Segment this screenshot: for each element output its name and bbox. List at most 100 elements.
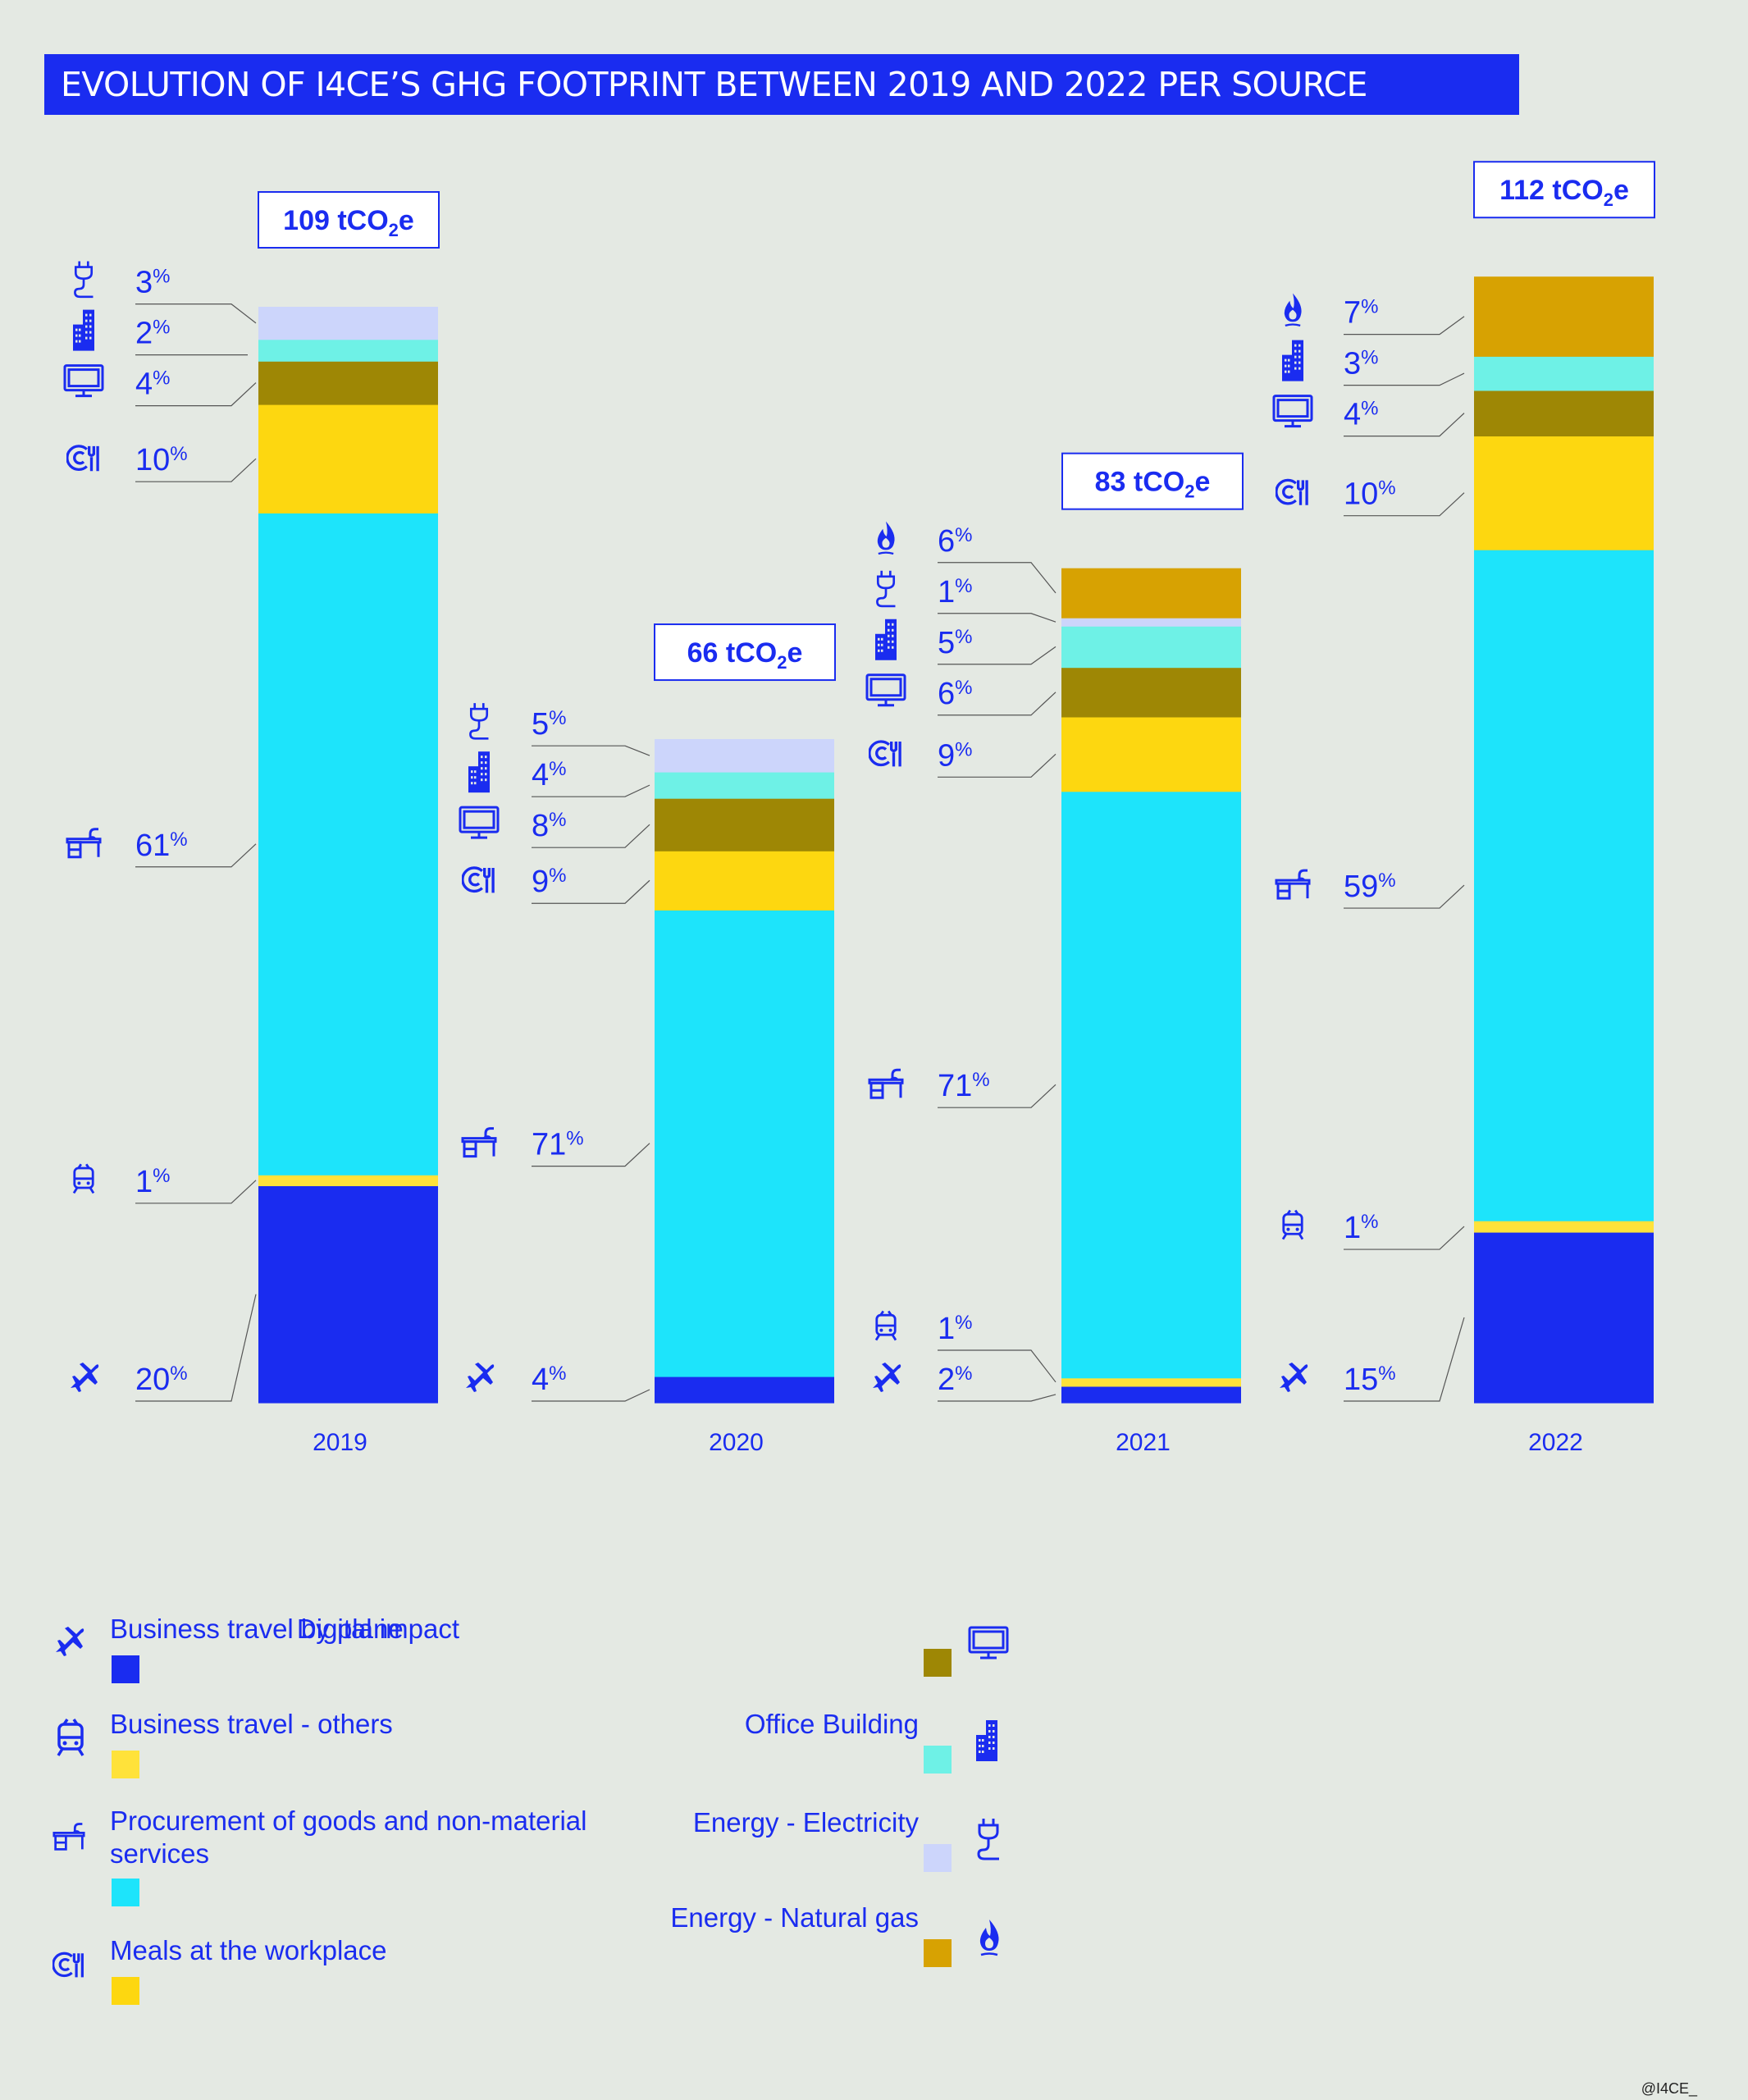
legend-swatch [924,1939,952,1967]
bar-segment [1061,1386,1241,1404]
data-label: 9% [532,865,566,899]
legend-label: Meals at the workplace [110,1935,387,1965]
monitor-icon [865,673,906,707]
leader-line [938,1084,1057,1108]
x-tick-label: 2019 [313,1429,367,1456]
data-label: 9% [938,738,972,773]
data-label: 59% [1344,870,1396,904]
bar-segment [1061,667,1241,718]
leader-line [1344,492,1465,517]
bar-segment [1061,618,1241,627]
data-label: 3% [135,266,170,300]
plane-icon [1280,1363,1308,1392]
leader-line [938,562,1057,594]
bar-segment [1474,1232,1654,1404]
meal-icon [1276,478,1308,507]
bar-segment [258,513,438,1176]
building-icon [974,1718,999,1764]
leader-line [1344,1317,1465,1402]
bar-segment [655,739,834,773]
train-icon [874,1309,897,1342]
total-label: 83 tCO2e [1095,467,1211,502]
meal-icon [869,740,901,769]
bar-segment [1061,717,1241,792]
leader-line [1344,1226,1465,1250]
bar-segment [655,798,834,851]
bar-segment [1474,276,1654,357]
leader-line [938,646,1057,665]
legend-swatch [112,1655,139,1683]
desk-icon [868,1068,904,1099]
bar-segment [1474,550,1654,1221]
data-label: 1% [938,1312,972,1346]
plane-icon [466,1363,495,1392]
plane-icon [873,1363,901,1392]
flame-icon [1283,292,1303,327]
total-box [654,623,836,682]
data-label: 4% [1344,398,1378,432]
leader-line [532,745,650,756]
leader-line [1344,413,1465,437]
leader-line [1344,316,1465,336]
leader-line [135,303,257,324]
desk-icon [461,1127,497,1158]
leader-line [938,692,1057,716]
desk-icon [52,1816,85,1856]
plug-icon [974,1816,1002,1862]
monitor-icon [459,806,500,839]
legend-swatch [924,1649,952,1677]
bar-segment [1474,436,1654,550]
total-box [258,191,440,249]
leader-line [135,458,257,482]
bar-segment [1474,1221,1654,1233]
leader-line [135,1180,257,1204]
monitor-icon [968,1626,1009,1660]
data-label: 71% [532,1128,584,1162]
leader-line [532,824,650,848]
total-label: 112 tCO2e [1499,175,1629,210]
bar-segment [1061,568,1241,619]
data-label: 61% [135,829,188,863]
legend-swatch [112,1977,139,2005]
legend-label: Business travel by plane [110,1614,404,1644]
bar-segment [258,404,438,514]
data-label: 20% [135,1363,188,1397]
data-label: 4% [135,368,170,402]
data-label: 5% [938,626,972,660]
legend-label: Procurement of goods and non-material se… [110,1806,587,1869]
bar-segment [655,772,834,799]
data-label: 1% [1344,1211,1378,1245]
x-tick-label: 2022 [1528,1429,1583,1456]
total-label: 66 tCO2e [687,637,803,673]
flame-icon [976,1918,1002,1957]
legend-label: Business travel - others [110,1709,393,1739]
train-icon [72,1162,95,1194]
data-label: 8% [532,809,566,843]
building-icon [1282,340,1303,381]
data-label: 3% [1344,347,1378,381]
bar-segment [258,307,438,340]
building-icon [73,309,94,351]
leader-line [1344,372,1465,386]
train-icon [1281,1209,1304,1241]
total-box [1061,452,1244,510]
bar-segment [1474,390,1654,436]
legend-swatch [924,1746,952,1774]
legend-swatch [924,1844,952,1872]
desk-icon [66,828,102,859]
bar-segment [655,851,834,911]
desk-icon [1275,869,1311,900]
meal-icon [66,445,99,472]
building-icon [468,751,490,793]
data-label: 5% [532,707,566,742]
leader-line [532,1143,650,1167]
leader-line [135,1294,257,1402]
plane-icon [71,1363,99,1392]
legend-label: Energy - Natural gas [670,1902,919,1933]
data-label: 10% [1344,477,1396,512]
credit: @I4CE_ [1641,2080,1697,2097]
data-label: 71% [938,1069,990,1103]
bar-segment [258,1185,438,1404]
leader-line [135,382,257,407]
